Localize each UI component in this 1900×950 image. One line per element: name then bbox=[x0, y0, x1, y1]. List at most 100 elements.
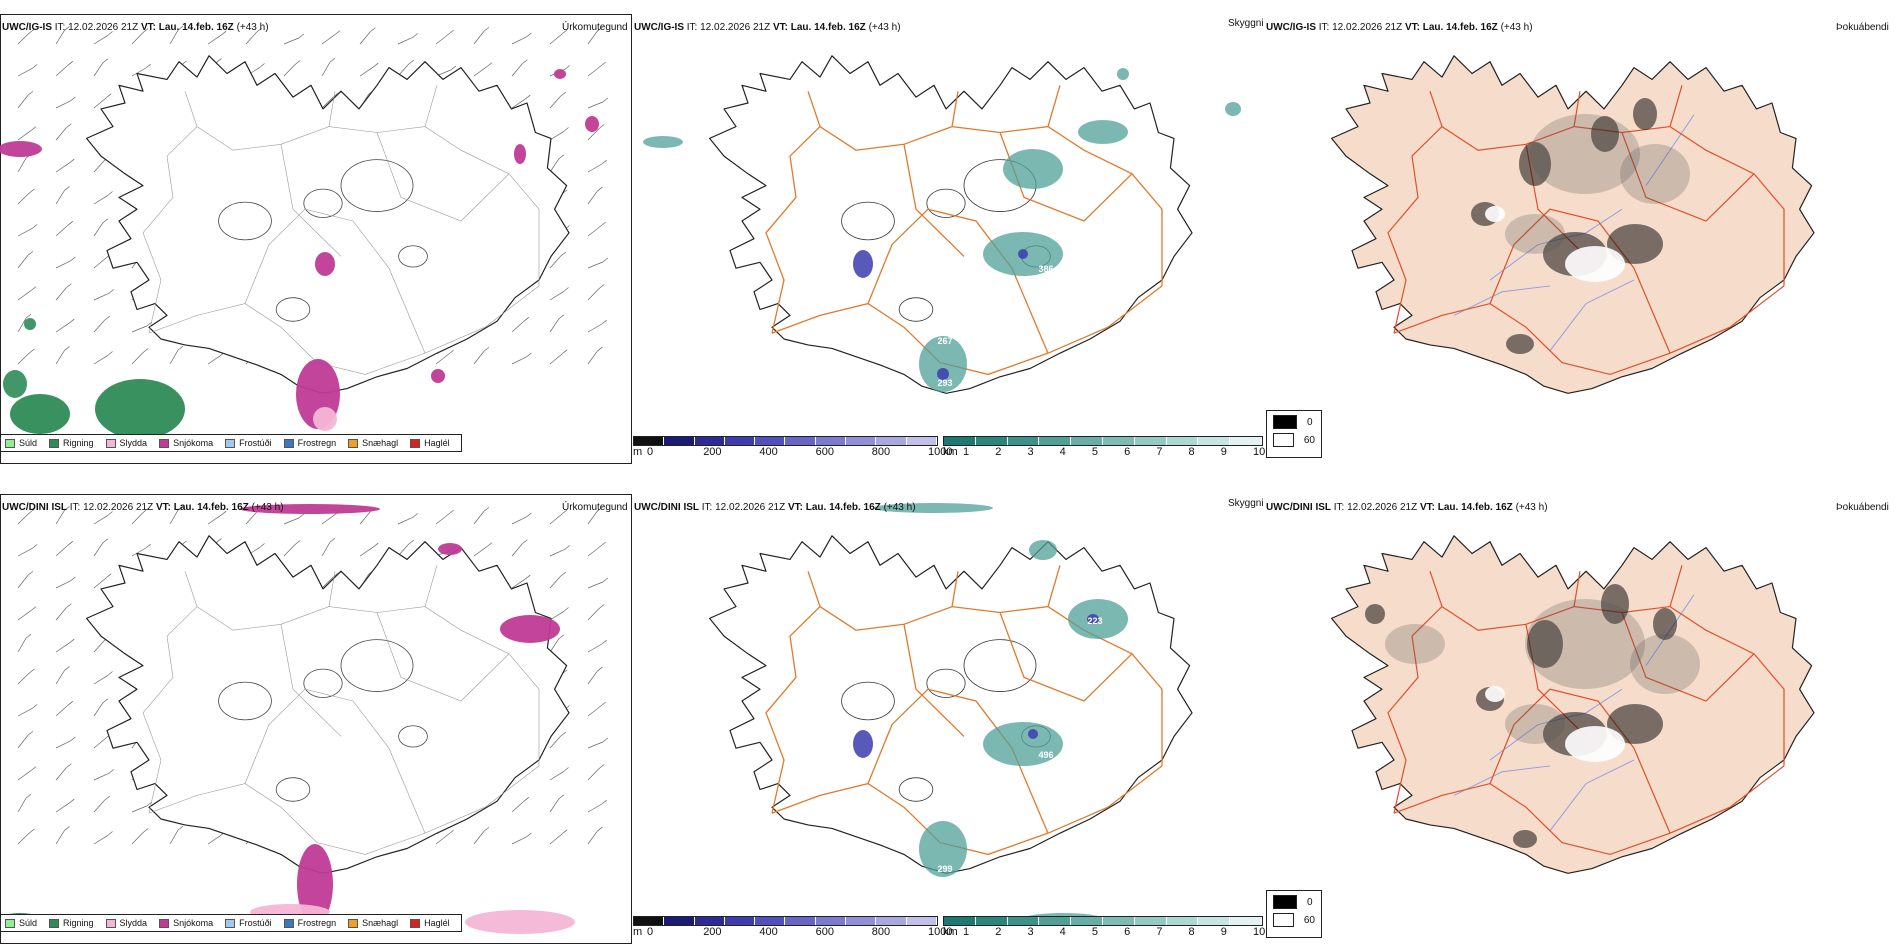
wind-barb bbox=[587, 768, 600, 781]
wind-barb-flag bbox=[373, 62, 379, 68]
road-line bbox=[142, 606, 540, 814]
fog-legend-label: 60 bbox=[1303, 914, 1315, 926]
wind-barb bbox=[93, 159, 105, 173]
wind-barb bbox=[55, 767, 67, 781]
wind-barb bbox=[321, 541, 331, 557]
wind-barb bbox=[511, 516, 527, 525]
rain-area bbox=[24, 318, 36, 330]
wind-barb-flag bbox=[598, 124, 605, 129]
wind-barb bbox=[131, 67, 147, 77]
visibility-area bbox=[919, 336, 967, 392]
colorbar-strip bbox=[633, 916, 938, 926]
road-line bbox=[1429, 565, 1683, 607]
glacier-outline bbox=[398, 725, 428, 748]
colorbar-cell bbox=[1230, 437, 1262, 445]
colorbar-cell bbox=[1166, 437, 1199, 445]
wind-barb bbox=[55, 162, 70, 173]
wind-barb bbox=[17, 95, 29, 109]
wind-barb bbox=[17, 317, 27, 333]
wind-barb-flag bbox=[486, 62, 493, 67]
cloud-base-label: 293 bbox=[937, 378, 952, 388]
precip-map-top bbox=[0, 25, 609, 439]
fog-legend-label: 0 bbox=[1307, 416, 1313, 428]
fog-haze bbox=[1505, 214, 1565, 254]
wind-barb-flag bbox=[102, 698, 109, 704]
wind-barb-flag bbox=[601, 319, 608, 325]
legend-swatch bbox=[225, 438, 236, 448]
cloud-base-area bbox=[1028, 729, 1038, 739]
wind-barb-flag bbox=[601, 639, 608, 645]
fog-legend-row: 0 bbox=[1273, 895, 1315, 909]
glacier-outline bbox=[340, 159, 414, 212]
glacier-outline bbox=[841, 201, 895, 241]
wind-barb bbox=[283, 37, 299, 45]
colorbar-cell bbox=[1198, 917, 1231, 925]
wind-barb-flag bbox=[448, 29, 454, 35]
wind-barb bbox=[549, 318, 560, 333]
wind-barb bbox=[93, 577, 107, 589]
wind-barb bbox=[17, 708, 33, 717]
wind-barb-flag bbox=[142, 508, 149, 513]
wind-barb-flag bbox=[560, 731, 566, 737]
wind-barb bbox=[17, 548, 33, 557]
wind-barb-flag bbox=[298, 33, 305, 39]
fog-area bbox=[1607, 704, 1663, 744]
road-line bbox=[244, 208, 426, 354]
river-line bbox=[1549, 759, 1635, 832]
wind-barb bbox=[473, 66, 488, 77]
wind-barb bbox=[587, 510, 598, 525]
iceland-coastline bbox=[1331, 55, 1815, 394]
fog-legend-swatch bbox=[1273, 913, 1294, 927]
cloud-name-top: Skyggni bbox=[1228, 18, 1264, 29]
colorbar-cell bbox=[1071, 437, 1103, 445]
wind-barb-flag bbox=[25, 793, 32, 799]
cloud-panel-top: 386 267 293 bbox=[633, 14, 1263, 464]
wind-barb bbox=[587, 803, 603, 813]
colorbar-tick: 800 bbox=[871, 926, 891, 938]
colorbar-cell bbox=[724, 917, 756, 925]
wind-barb-flag bbox=[31, 224, 38, 229]
river-line bbox=[1453, 765, 1551, 796]
wind-barb-flag bbox=[70, 256, 76, 262]
colorbar-tick: 5 bbox=[1091, 446, 1098, 458]
colorbar-tick: 0 bbox=[647, 446, 654, 458]
wind-barb bbox=[397, 37, 413, 45]
legend-label: Frostregn bbox=[297, 918, 337, 928]
road-line bbox=[148, 765, 540, 855]
wind-barb-flag bbox=[106, 573, 112, 578]
wind-barb bbox=[55, 127, 67, 141]
iceland-coastline bbox=[86, 55, 570, 394]
wind-barb-flag bbox=[70, 576, 76, 582]
wind-barb-flag bbox=[102, 58, 109, 64]
colorbar-cell bbox=[975, 437, 1008, 445]
wind-barb bbox=[473, 511, 485, 525]
wind-barb-flag bbox=[522, 59, 528, 65]
legend-item: Snjókoma bbox=[159, 438, 213, 448]
wind-barb-flag bbox=[259, 543, 265, 548]
river-line bbox=[1549, 279, 1635, 352]
fog-title-bottom: UWC/DINI ISL IT: 12.02.2026 21Z VT: Lau.… bbox=[1266, 502, 1548, 513]
snow-area bbox=[240, 504, 380, 514]
wind-barb-flag bbox=[523, 317, 530, 322]
wind-barb-flag bbox=[370, 27, 376, 33]
wind-barb bbox=[131, 512, 144, 525]
colorbar-cell bbox=[724, 437, 756, 445]
road-line bbox=[1621, 132, 1755, 222]
wind-barb-flag bbox=[64, 826, 70, 831]
iceland-coastline bbox=[709, 55, 1193, 394]
colorbar-cell bbox=[664, 437, 695, 445]
fog-area bbox=[1653, 608, 1677, 640]
fog-area bbox=[1365, 604, 1385, 624]
wind-barb-flag bbox=[107, 511, 113, 516]
wind-barb bbox=[587, 65, 601, 77]
fog-legend-row: 60 bbox=[1273, 433, 1315, 447]
wind-barb-flag bbox=[66, 763, 72, 769]
wind-barb bbox=[587, 288, 600, 301]
legend-label: Snjókoma bbox=[173, 918, 214, 928]
visibility-area bbox=[1003, 149, 1063, 189]
wind-barb-flag bbox=[31, 64, 38, 69]
wind-barb-flag bbox=[29, 668, 35, 674]
wind-barb-flag bbox=[563, 607, 569, 612]
wind-barb bbox=[587, 581, 603, 589]
cloud-map-bottom: 496 223 299 bbox=[709, 503, 1193, 925]
